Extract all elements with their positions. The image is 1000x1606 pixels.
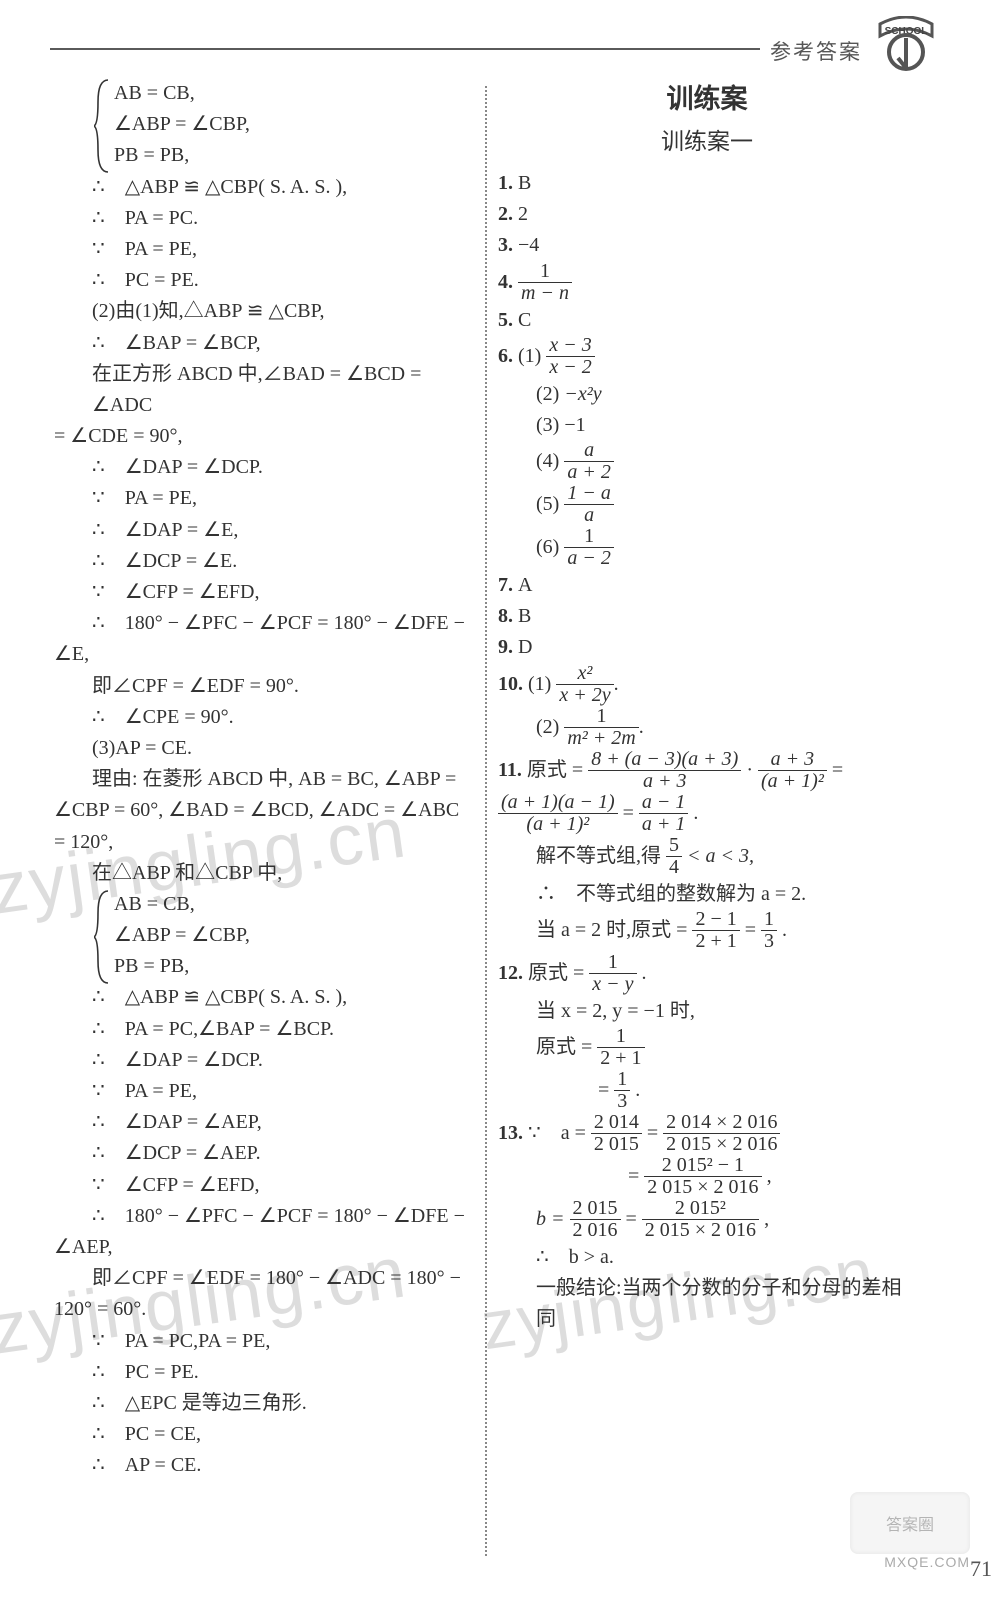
answer-line: 解不等式组,得 54 < a < 3,	[498, 836, 916, 879]
proof-line: AB = CB,	[54, 889, 472, 920]
answer-line: (4) aa + 2	[498, 441, 916, 484]
proof-line: 即∠CPF = ∠EDF = 180° − ∠ADC = 180° −	[54, 1263, 472, 1294]
proof-line: ∴ △EPC 是等边三角形.	[54, 1388, 472, 1419]
answer-line: = 13 .	[498, 1070, 916, 1113]
header-rule	[50, 48, 760, 50]
proof-line: ∵ PA = PE,	[54, 234, 472, 265]
answer-line: 4. 1m − n	[498, 262, 916, 305]
proof-line: PB = PB,	[54, 951, 472, 982]
proof-line: ∵ ∠CFP = ∠EFD,	[54, 1170, 472, 1201]
right-column: 训练案 训练案一 1. B 2. 2 3. −4 4. 1m − n 5. C …	[498, 78, 916, 1336]
proof-line: 120° = 60°.	[54, 1294, 472, 1325]
proof-line: ∴ △ABP ≌ △CBP( S. A. S. ),	[54, 982, 472, 1013]
answer-line: = 2 015² − 12 015 × 2 016 ,	[498, 1156, 916, 1199]
header-title: 参考答案	[770, 36, 862, 66]
answer-line: 3. −4	[498, 230, 916, 261]
proof-line: ∵ PA = PC,PA = PE,	[54, 1326, 472, 1357]
proof-line: ∠AEP,	[54, 1232, 472, 1263]
section-subtitle: 训练案一	[498, 124, 916, 160]
answer-line: (6) 1a − 2	[498, 527, 916, 570]
answer-line: (a + 1)(a − 1)(a + 1)² = a − 1a + 1 .	[498, 793, 916, 836]
answer-badge: 答案圈	[850, 1492, 970, 1554]
proof-line: (2)由(1)知,△ABP ≌ △CBP,	[54, 296, 472, 327]
answer-line: 11. 原式 = 8 + (a − 3)(a + 3)a + 3 · a + 3…	[498, 750, 916, 793]
proof-line: ∠ABP = ∠CBP,	[54, 109, 472, 140]
left-column: AB = CB, ∠ABP = ∠CBP, PB = PB, ∴ △ABP ≌ …	[54, 78, 472, 1481]
proof-line: ∴ 180° − ∠PFC − ∠PCF = 180° − ∠DFE −	[54, 608, 472, 639]
proof-line: = 120°,	[54, 827, 472, 858]
proof-line: ∴ ∠DCP = ∠AEP.	[54, 1138, 472, 1169]
proof-line: 理由: 在菱形 ABCD 中, AB = BC, ∠ABP =	[54, 764, 472, 795]
answer-line: 8. B	[498, 601, 916, 632]
proof-line: ∴ ∠DAP = ∠DCP.	[54, 452, 472, 483]
answer-line: 13. ∵ a = 2 0142 015 = 2 014 × 2 0162 01…	[498, 1113, 916, 1156]
page-number: 71	[970, 1556, 992, 1582]
proof-line: ∴ PA = PC.	[54, 203, 472, 234]
answer-line: ∴ 不等式组的整数解为 a = 2.	[498, 879, 916, 910]
proof-line: PB = PB,	[54, 140, 472, 171]
answer-line: (5) 1 − aa	[498, 484, 916, 527]
proof-line: ∴ ∠BAP = ∠BCP,	[54, 328, 472, 359]
badge-url: MXQE.COM	[884, 1554, 970, 1570]
answer-line: (2) 1m² + 2m.	[498, 707, 916, 750]
answer-line: b = 2 0152 016 = 2 015²2 015 × 2 016 ,	[498, 1199, 916, 1242]
page: 参考答案 SCHOOL zyjingling.cn zyjingling.cn …	[0, 0, 1000, 1606]
proof-line: ∴ AP = CE.	[54, 1450, 472, 1481]
proof-line: ∴ PC = PE.	[54, 1357, 472, 1388]
proof-line: ∴ ∠DAP = ∠E,	[54, 515, 472, 546]
answer-line: 5. C	[498, 305, 916, 336]
proof-line: ∴ ∠DCP = ∠E.	[54, 546, 472, 577]
answer-line: 9. D	[498, 632, 916, 663]
answer-line: ∴ b > a.	[498, 1242, 916, 1273]
proof-line: 即∠CPF = ∠EDF = 90°.	[54, 671, 472, 702]
answer-line: 6. (1) x − 3x − 2	[498, 336, 916, 379]
proof-line: (3)AP = CE.	[54, 733, 472, 764]
proof-line: ∵ PA = PE,	[54, 1076, 472, 1107]
answer-line: 12. 原式 = 1x − y .	[498, 953, 916, 996]
answer-line: 原式 = 12 + 1	[498, 1027, 916, 1070]
proof-line: 在△ABP 和△CBP 中,	[54, 858, 472, 889]
proof-line: ∴ PC = CE,	[54, 1419, 472, 1450]
proof-line: ∵ ∠CFP = ∠EFD,	[54, 577, 472, 608]
answer-line: (3) −1	[498, 410, 916, 441]
answer-line: (2) −x²y	[498, 379, 916, 410]
proof-line: ∴ ∠DAP = ∠DCP.	[54, 1045, 472, 1076]
proof-line: ∴ ∠DAP = ∠AEP,	[54, 1107, 472, 1138]
proof-line: ∴ 180° − ∠PFC − ∠PCF = 180° − ∠DFE −	[54, 1201, 472, 1232]
proof-line: AB = CB,	[54, 78, 472, 109]
proof-line: = ∠CDE = 90°,	[54, 421, 472, 452]
proof-line: ∠E,	[54, 639, 472, 670]
answer-line: 当 a = 2 时,原式 = 2 − 12 + 1 = 13 .	[498, 910, 916, 953]
proof-line: ∠CBP = 60°, ∠BAD = ∠BCD, ∠ADC = ∠ABC	[54, 795, 472, 826]
proof-line: ∴ △ABP ≌ △CBP( S. A. S. ),	[54, 172, 472, 203]
school-logo-icon: SCHOOL	[870, 16, 942, 74]
proof-line: ∵ PA = PE,	[54, 483, 472, 514]
proof-line: ∴ PC = PE.	[54, 265, 472, 296]
section-title: 训练案	[498, 78, 916, 120]
answer-line: 10. (1) x²x + 2y.	[498, 664, 916, 707]
answer-line: 7. A	[498, 570, 916, 601]
proof-line: ∴ ∠CPE = 90°.	[54, 702, 472, 733]
answer-line: 一般结论:当两个分数的分子和分母的差相同	[498, 1273, 916, 1335]
answer-line: 2. 2	[498, 199, 916, 230]
proof-line: 在正方形 ABCD 中,∠BAD = ∠BCD = ∠ADC	[54, 359, 472, 421]
answer-line: 当 x = 2, y = −1 时,	[498, 996, 916, 1027]
proof-line: ∠ABP = ∠CBP,	[54, 920, 472, 951]
answer-line: 1. B	[498, 168, 916, 199]
column-divider	[485, 86, 487, 1556]
proof-line: ∴ PA = PC,∠BAP = ∠BCP.	[54, 1014, 472, 1045]
